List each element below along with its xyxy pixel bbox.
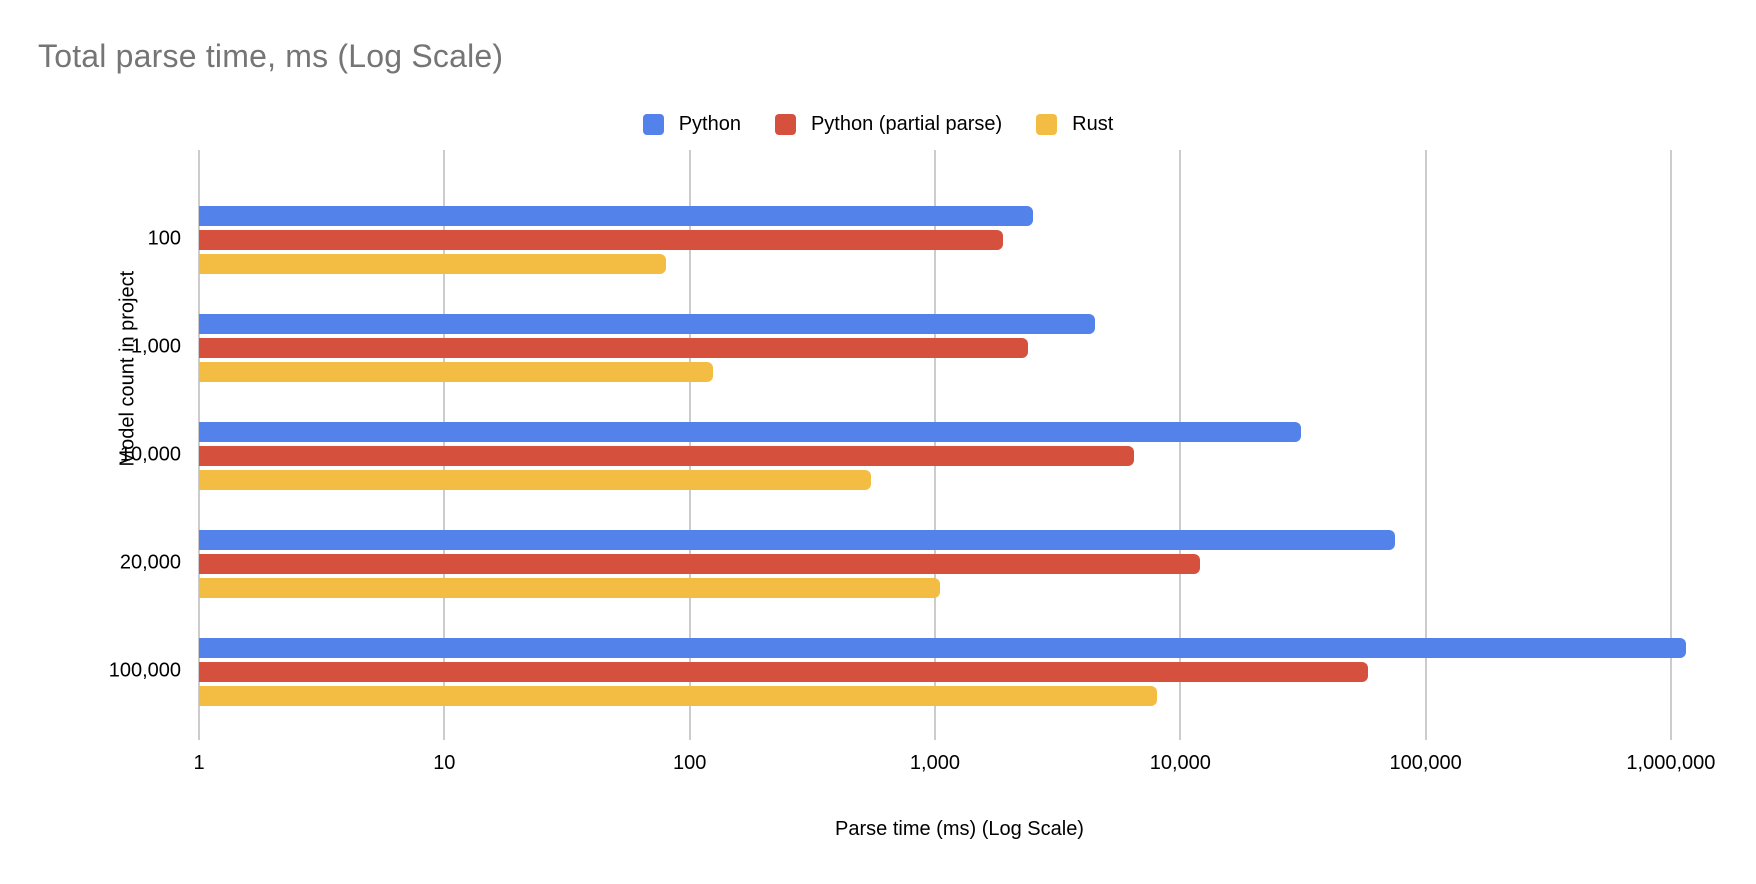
y-axis-labels: 100 1,000 10,000 20,000 100,000	[0, 150, 190, 740]
y-category-label: 100	[147, 227, 181, 250]
y-category-label: 10,000	[119, 443, 181, 466]
legend-item: Rust	[1036, 113, 1113, 136]
gridline	[1669, 150, 1672, 740]
plot-area	[198, 150, 1720, 740]
x-tick-label: 10	[433, 752, 456, 774]
gridline	[1179, 150, 1182, 740]
bar-rust	[199, 470, 872, 490]
legend-label: Python (partial parse)	[810, 113, 1003, 135]
bar-python	[199, 530, 1395, 550]
gridline	[1424, 150, 1427, 740]
x-tick-label: 1,000,000	[1626, 752, 1716, 774]
legend-swatch-icon	[642, 114, 664, 135]
x-tick-label: 100,000	[1389, 752, 1462, 774]
legend-label: Python	[678, 113, 741, 135]
legend: Python Python (partial parse) Rust	[0, 113, 1756, 136]
legend-label: Rust	[1072, 113, 1114, 135]
bar-rust	[199, 362, 714, 382]
x-axis-ticks: 1 10 100 1,000 10,000 100,000 1,000,000	[193, 752, 1720, 780]
bar-python	[199, 206, 1033, 226]
bar-python-partial-parse	[199, 230, 1004, 250]
gridline	[933, 150, 936, 740]
bar-rust	[199, 578, 941, 598]
y-category-label: 100,000	[108, 659, 181, 682]
x-axis-title: Parse time (ms) (Log Scale)	[835, 818, 1084, 840]
chart-title: Total parse time, ms (Log Scale)	[38, 38, 504, 74]
bar-python	[199, 314, 1096, 334]
x-tick-label: 1	[193, 752, 205, 774]
bar-python-partial-parse	[199, 446, 1135, 466]
gridline	[443, 150, 446, 740]
y-category-label: 20,000	[119, 551, 181, 574]
bar-python-partial-parse	[199, 338, 1029, 358]
bar-python-partial-parse	[199, 662, 1368, 682]
legend-swatch-icon	[1036, 114, 1058, 135]
legend-swatch-icon	[774, 114, 796, 135]
x-tick-label: 10,000	[1149, 752, 1211, 774]
bar-python-partial-parse	[199, 554, 1200, 574]
x-tick-label: 100	[672, 752, 707, 774]
gridline	[198, 150, 200, 740]
legend-item: Python (partial parse)	[774, 113, 1003, 136]
legend-item: Python	[642, 113, 741, 136]
bar-rust	[199, 686, 1157, 706]
bar-python	[199, 422, 1301, 442]
bar-rust	[199, 254, 666, 274]
gridline	[688, 150, 691, 740]
y-category-label: 1,000	[130, 335, 181, 358]
x-tick-label: 1,000	[909, 752, 960, 774]
bar-python	[199, 638, 1686, 658]
